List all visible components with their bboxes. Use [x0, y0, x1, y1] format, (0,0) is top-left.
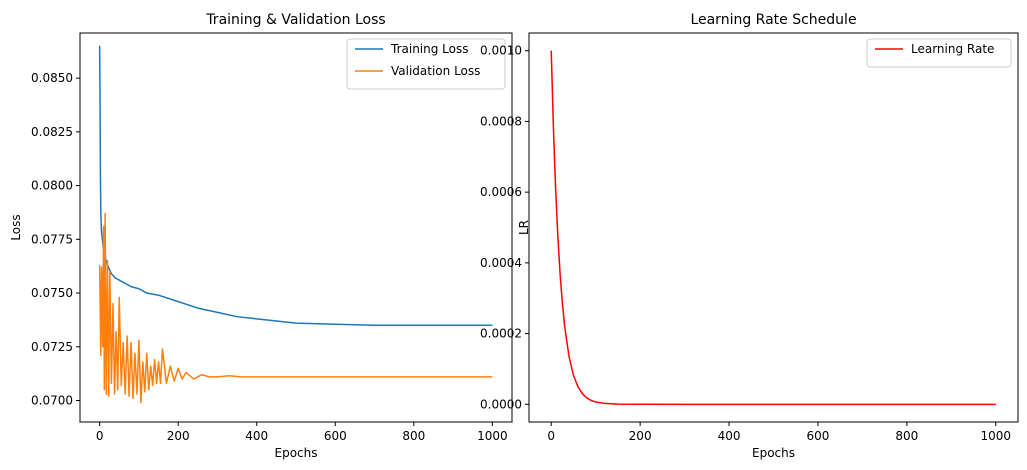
- learning-rate-chart: Learning Rate Schedule 0 200 400 600 800 1000 0…: [480, 12, 1019, 460]
- y-tick-label: 0.0002: [480, 327, 522, 341]
- legend-label: Validation Loss: [391, 64, 480, 78]
- x-axis-label: Epochs: [752, 446, 795, 460]
- y-tick-label: 0.0006: [480, 185, 522, 199]
- legend-box: [866, 38, 1012, 68]
- y-tick-label: 0.0008: [480, 114, 522, 128]
- x-tick-label: 400: [245, 429, 268, 443]
- x-tick-label: 600: [807, 429, 830, 443]
- legend: Training Loss Validation Loss: [346, 38, 506, 90]
- x-tick-label: 1000: [980, 429, 1011, 443]
- legend-box: [346, 38, 506, 90]
- x-axis-label: Epochs: [275, 446, 318, 460]
- plot-frame: [79, 32, 513, 423]
- x-tick-label: 200: [167, 429, 190, 443]
- x-tick-label: 800: [895, 429, 918, 443]
- x-tick-label: 1000: [477, 429, 508, 443]
- plot-frame: [528, 32, 1019, 423]
- chart-title: Learning Rate Schedule: [690, 12, 856, 28]
- legend: Learning Rate: [866, 38, 1012, 68]
- series-line-training-loss: [98, 45, 493, 327]
- y-axis-label: Loss: [9, 214, 23, 240]
- y-tick-label: 0.0750: [31, 286, 73, 300]
- x-tick-label: 200: [629, 429, 652, 443]
- y-tick-label: 0.0700: [31, 394, 73, 408]
- y-tick-label: 0.0010: [480, 44, 522, 58]
- y-tick-label: 0.0000: [480, 397, 522, 411]
- series-line-validation-loss: [98, 212, 493, 404]
- legend-label: Learning Rate: [911, 42, 994, 56]
- y-tick-label: 0.0775: [31, 232, 73, 246]
- y-axis-label: LR: [517, 220, 531, 235]
- y-tick-label: 0.0725: [31, 340, 73, 354]
- series-line-learning-rate: [550, 50, 996, 406]
- x-tick-label: 400: [718, 429, 741, 443]
- y-tick-label: 0.0850: [31, 71, 73, 85]
- x-tick-label: 0: [96, 429, 104, 443]
- y-tick-label: 0.0800: [31, 179, 73, 193]
- y-tick-label: 0.0004: [480, 256, 522, 270]
- x-tick-label: 0: [547, 429, 555, 443]
- x-tick-label: 600: [324, 429, 347, 443]
- x-tick-label: 800: [402, 429, 425, 443]
- chart-title: Training & Validation Loss: [205, 12, 385, 28]
- legend-label: Training Loss: [390, 42, 468, 56]
- loss-chart: Training & Validation Loss 0 200 400 600 800 1…: [9, 12, 513, 460]
- y-tick-label: 0.0825: [31, 125, 73, 139]
